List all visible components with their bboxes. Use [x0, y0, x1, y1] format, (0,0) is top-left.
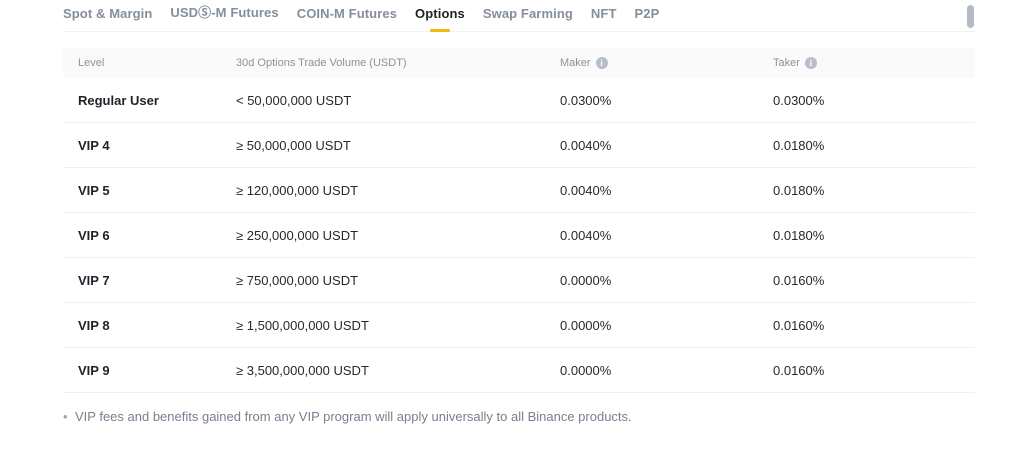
column-header-volume: 30d Options Trade Volume (USDT) — [221, 57, 545, 69]
tab-label: Spot & Margin — [63, 6, 153, 21]
table-row: VIP 7 ≥ 750,000,000 USDT 0.0000% 0.0160% — [63, 258, 975, 303]
cell-level: VIP 4 — [78, 137, 110, 153]
table-row: VIP 8 ≥ 1,500,000,000 USDT 0.0000% 0.016… — [63, 303, 975, 348]
tab-label: Swap Farming — [482, 6, 573, 21]
cell-taker-fee: 0.0160% — [773, 272, 825, 288]
column-header-taker: Taker i — [758, 57, 975, 69]
table-row: VIP 5 ≥ 120,000,000 USDT 0.0040% 0.0180% — [63, 168, 975, 213]
tab-label: USDⓈ-M Futures — [170, 5, 279, 20]
fee-schedule-content: Spot & Margin USDⓈ-M Futures COIN-M Futu… — [63, 0, 975, 426]
table-row: VIP 6 ≥ 250,000,000 USDT 0.0040% 0.0180% — [63, 213, 975, 258]
column-header-label: Taker — [773, 57, 800, 69]
cell-level: VIP 6 — [78, 227, 110, 243]
vip-footnote: • VIP fees and benefits gained from any … — [63, 407, 975, 426]
fee-table-body: Regular User < 50,000,000 USDT 0.0300% 0… — [63, 78, 975, 393]
fee-table: Level 30d Options Trade Volume (USDT) Ma… — [63, 48, 975, 393]
footnote-bullet: • — [63, 409, 68, 424]
cell-maker-fee: 0.0000% — [560, 272, 612, 288]
tab-label: P2P — [634, 6, 660, 21]
cell-level: VIP 7 — [78, 272, 110, 288]
cell-level: VIP 8 — [78, 317, 110, 333]
cell-taker-fee: 0.0180% — [773, 137, 825, 153]
tab-nft[interactable]: NFT — [591, 6, 617, 31]
cell-taker-fee: 0.0160% — [773, 317, 825, 333]
vertical-scrollbar-thumb[interactable] — [967, 5, 974, 28]
cell-taker-fee: 0.0300% — [773, 92, 825, 108]
tab-swap-farming[interactable]: Swap Farming — [483, 6, 573, 31]
footnote-text: VIP fees and benefits gained from any VI… — [75, 409, 632, 424]
cell-taker-fee: 0.0160% — [773, 362, 825, 378]
column-header-label: Maker — [560, 57, 591, 69]
cell-taker-fee: 0.0180% — [773, 227, 825, 243]
fee-table-header: Level 30d Options Trade Volume (USDT) Ma… — [63, 48, 975, 78]
cell-maker-fee: 0.0000% — [560, 317, 612, 333]
cell-volume: ≥ 3,500,000,000 USDT — [236, 362, 369, 378]
tab-p2p[interactable]: P2P — [635, 6, 660, 31]
cell-maker-fee: 0.0040% — [560, 182, 612, 198]
cell-maker-fee: 0.0040% — [560, 137, 612, 153]
cell-volume: ≥ 1,500,000,000 USDT — [236, 317, 369, 333]
cell-maker-fee: 0.0040% — [560, 227, 612, 243]
column-header-level: Level — [63, 57, 221, 69]
tab-spot-margin[interactable]: Spot & Margin — [63, 6, 152, 31]
cell-volume: ≥ 750,000,000 USDT — [236, 272, 359, 288]
cell-volume: ≥ 120,000,000 USDT — [236, 182, 359, 198]
info-icon[interactable]: i — [804, 57, 817, 69]
tab-coin-m-futures[interactable]: COIN-M Futures — [297, 6, 397, 31]
cell-level: Regular User — [78, 92, 159, 108]
cell-level: VIP 9 — [78, 362, 110, 378]
tab-options[interactable]: Options — [415, 6, 465, 31]
cell-level: VIP 5 — [78, 182, 110, 198]
column-header-maker: Maker i — [545, 57, 758, 69]
tab-usds-m-futures[interactable]: USDⓈ-M Futures — [170, 2, 278, 31]
cell-volume: ≥ 50,000,000 USDT — [236, 137, 351, 153]
table-row: VIP 4 ≥ 50,000,000 USDT 0.0040% 0.0180% — [63, 123, 975, 168]
column-header-label: 30d Options Trade Volume (USDT) — [236, 57, 407, 69]
cell-volume: ≥ 250,000,000 USDT — [236, 227, 359, 243]
table-row: Regular User < 50,000,000 USDT 0.0300% 0… — [63, 78, 975, 123]
tab-label: COIN-M Futures — [296, 6, 398, 21]
cell-maker-fee: 0.0000% — [560, 362, 612, 378]
tab-bar: Spot & Margin USDⓈ-M Futures COIN-M Futu… — [63, 0, 975, 32]
cell-volume: < 50,000,000 USDT — [236, 92, 352, 108]
tab-label: Options — [415, 6, 465, 21]
table-row: VIP 9 ≥ 3,500,000,000 USDT 0.0000% 0.016… — [63, 348, 975, 393]
column-header-label: Level — [78, 57, 105, 69]
tab-label: NFT — [590, 6, 617, 21]
info-icon[interactable]: i — [595, 57, 608, 69]
cell-maker-fee: 0.0300% — [560, 92, 612, 108]
cell-taker-fee: 0.0180% — [773, 182, 825, 198]
